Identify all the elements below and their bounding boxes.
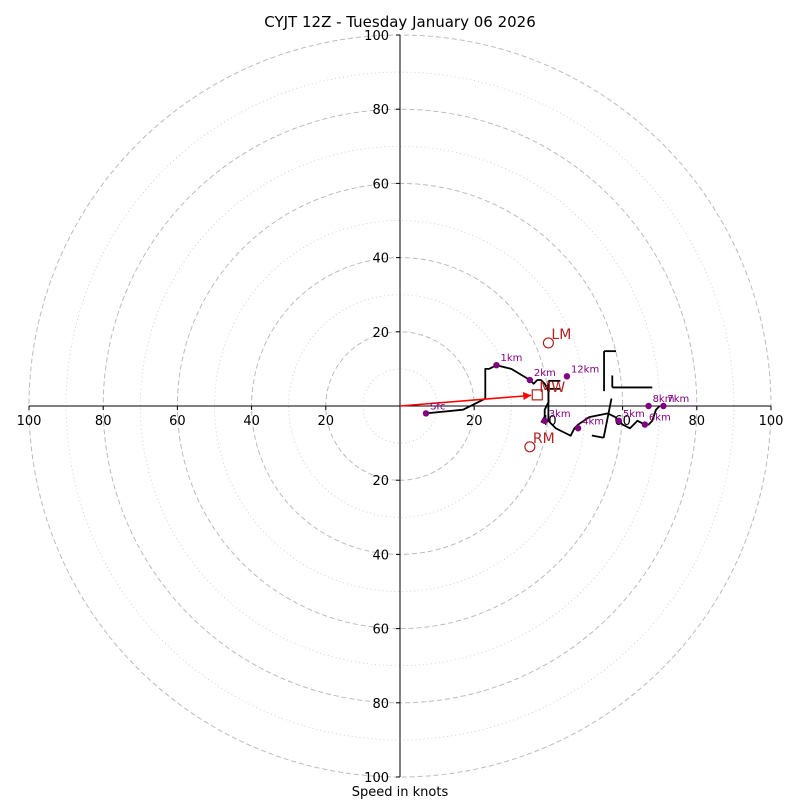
y-tick-label: 60 [372, 623, 389, 638]
wind-barb-flag [591, 434, 604, 439]
x-tick-label: 20 [318, 414, 335, 429]
y-tick-label: 80 [372, 697, 389, 712]
storm-motion-label: MW [539, 380, 565, 396]
x-tick-label: 60 [169, 414, 186, 429]
mean-wind-arrowhead [522, 392, 532, 401]
y-tick-label: 100 [364, 771, 389, 786]
height-marker-dot [541, 417, 548, 425]
height-marker-dot [660, 402, 667, 410]
storm-motion-marker [531, 389, 543, 401]
x-tick-label: 100 [17, 414, 42, 429]
height-marker-dot [615, 417, 623, 425]
x-tick-label: 100 [759, 414, 784, 429]
y-tick-label: 100 [364, 29, 389, 44]
height-marker-dot [645, 402, 652, 410]
height-marker-dot [493, 361, 500, 369]
height-marker-label: 3km [549, 409, 571, 420]
storm-motion-label: RM [533, 431, 555, 447]
height-marker-label: 6km [649, 413, 671, 424]
height-marker-dot [526, 376, 534, 384]
height-marker-label: 2km [534, 368, 556, 379]
wind-barb-staff [602, 398, 613, 438]
height-marker-dot [563, 373, 571, 380]
height-marker-label: 12km [571, 364, 599, 375]
height-marker-label: 1km [500, 353, 522, 364]
x-axis-label: Speed in knots [352, 785, 449, 800]
storm-motion: LM RM MW [399, 327, 571, 453]
height-marker-label: 4km [582, 416, 604, 427]
height-marker-dot [574, 425, 582, 432]
x-tick-label: 80 [689, 414, 706, 429]
y-tick-label: 40 [372, 252, 389, 267]
height-marker-label: 8km [653, 394, 675, 405]
y-tick-label: 40 [372, 548, 389, 563]
height-marker-dot [641, 421, 649, 428]
height-marker-dot [422, 410, 430, 417]
y-tick-label: 80 [372, 103, 389, 118]
height-marker-label: 7km [667, 394, 689, 405]
y-tick-label: 60 [372, 177, 389, 192]
wind-barbs [547, 350, 653, 439]
height-marker-label: 5km [623, 409, 645, 420]
x-tick-label: 20 [466, 414, 483, 429]
chart-title: CYJT 12Z - Tuesday January 06 2026 [264, 13, 536, 31]
y-tick-label: 20 [372, 326, 389, 341]
storm-motion-label: LM [551, 327, 571, 343]
y-tick-label: 20 [372, 474, 389, 489]
x-tick-label: 40 [243, 414, 260, 429]
mean-wind-arrow [399, 394, 532, 407]
x-tick-label: 80 [95, 414, 112, 429]
storm-motion-marker [524, 441, 536, 453]
storm-motion-marker [542, 337, 555, 349]
height-marker-label: Sfc [430, 401, 445, 412]
